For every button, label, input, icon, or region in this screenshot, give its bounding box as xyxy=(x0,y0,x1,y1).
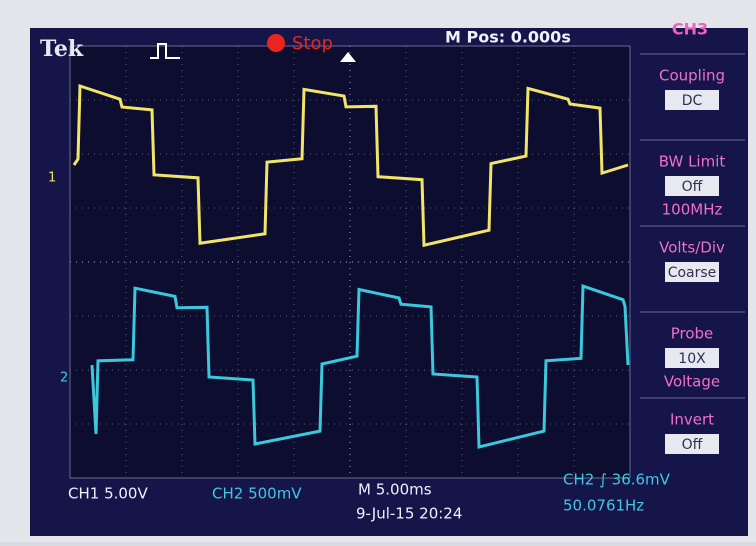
menu-label: BW Limit xyxy=(659,153,726,171)
menu-value: Off xyxy=(682,179,703,195)
trigger-level: CH2 ∫ 36.6mV xyxy=(563,471,671,489)
ch2-scale: CH2 500mV xyxy=(212,485,302,503)
stop-icon xyxy=(267,34,285,52)
menu-value-box xyxy=(665,90,719,110)
menu-extra: Voltage xyxy=(664,373,720,391)
graticule-border xyxy=(69,45,631,479)
ch2-waveform xyxy=(90,283,630,449)
ch1-waveform xyxy=(72,83,629,248)
frequency: 50.0761Hz xyxy=(563,497,644,515)
trigger-icon xyxy=(150,43,180,59)
brand: Tek xyxy=(40,36,84,62)
menu-value: DC xyxy=(682,93,703,109)
trigger-position xyxy=(340,52,356,62)
menu-title: CH3 xyxy=(672,20,708,39)
menu-value-box xyxy=(665,176,719,196)
menu-label: Volts/Div xyxy=(659,239,725,257)
run-state: Stop xyxy=(292,33,333,54)
ch1-scale: CH1 5.00V xyxy=(68,485,148,503)
menu-value: Coarse xyxy=(668,265,717,281)
menu-value: 10X xyxy=(678,351,706,367)
side-menu: CH3 Coupling DC BW Limit Off 100MHz Volts/Div C… xyxy=(640,20,745,454)
grid xyxy=(69,45,631,479)
menu-label: Invert xyxy=(670,411,714,429)
timebase: M 5.00ms xyxy=(358,481,432,499)
ch1-marker: 1 xyxy=(48,171,56,186)
menu-value-box xyxy=(665,262,719,282)
menu-value: Off xyxy=(682,437,703,453)
ch2-marker: 2 xyxy=(60,371,68,386)
date: 9-Jul-15 20:24 xyxy=(356,505,462,523)
menu-value-box xyxy=(665,348,719,368)
menu-label: Probe xyxy=(671,325,714,343)
menu-extra: 100MHz xyxy=(662,201,723,219)
menu-label: Coupling xyxy=(659,67,725,85)
menu-value-box xyxy=(665,434,719,454)
position: M Pos: 0.000s xyxy=(445,28,571,47)
